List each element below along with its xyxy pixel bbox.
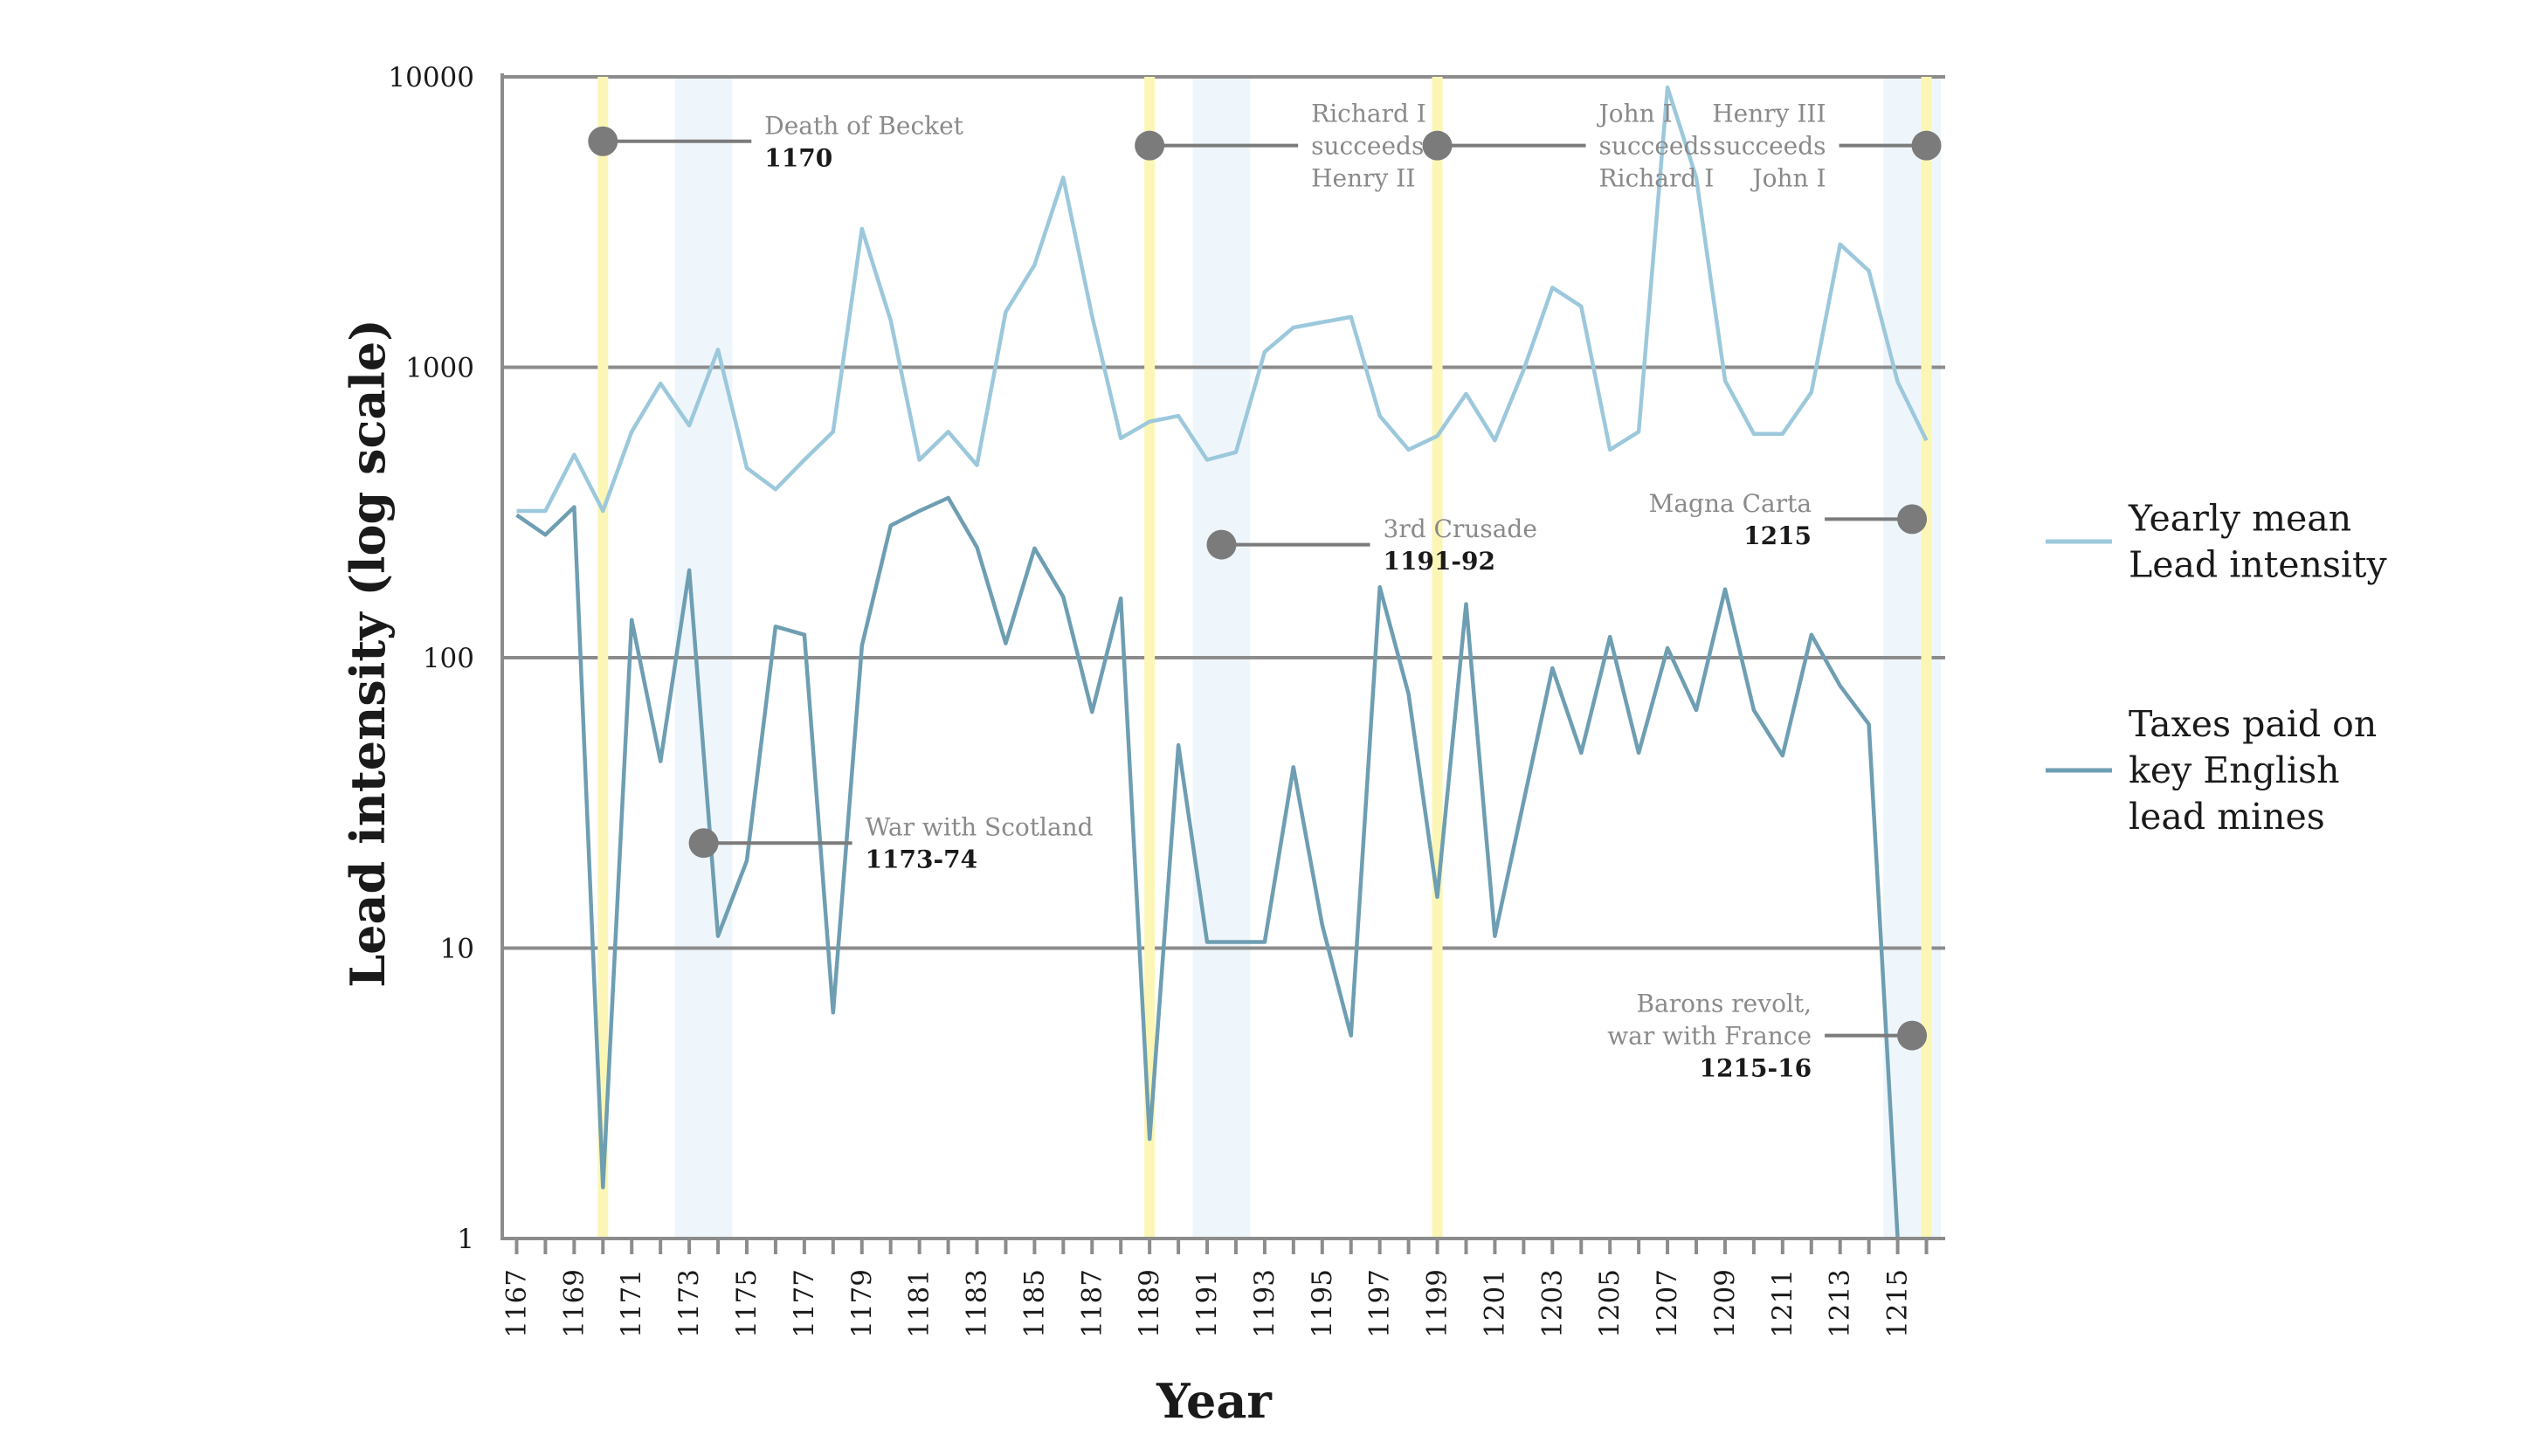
annotation-date: 1215-16: [1700, 1054, 1812, 1083]
x-tick-label: 1209: [1709, 1269, 1741, 1338]
annotation-text: 3rd Crusade: [1384, 514, 1537, 543]
annotation-date: 1215: [1743, 521, 1812, 550]
annotation-marker: [588, 126, 618, 156]
x-tick-label: 1189: [1134, 1269, 1165, 1338]
y-tick-label: 1000: [405, 353, 474, 384]
y-tick-label: 100: [423, 643, 474, 674]
annotation-text: John I: [1597, 100, 1673, 128]
x-tick-label: 1207: [1652, 1269, 1683, 1338]
annotation-text: Magna Carta: [1649, 489, 1812, 518]
legend-label: lead mines: [2129, 796, 2325, 838]
series-line: [515, 495, 1900, 1239]
x-tick-label: 1169: [558, 1269, 590, 1338]
y-axis-title: Lead intensity (log scale): [340, 319, 396, 988]
annotation-text: Richard I: [1311, 100, 1426, 128]
annotation-marker: [1897, 504, 1928, 535]
x-tick-label: 1205: [1594, 1269, 1626, 1338]
annotation-marker: [1206, 529, 1237, 560]
annotation-marker: [688, 828, 719, 859]
x-tick-label: 1171: [616, 1269, 647, 1338]
axes: 1 10 100 1000 10000 1167 1169 1171 1173 1175 1177 1…: [388, 62, 1945, 1338]
x-tick-label: 1201: [1479, 1269, 1510, 1338]
event-lines: [597, 77, 1932, 1239]
x-tick-label: 1195: [1307, 1269, 1338, 1338]
annotation-text: War with Scotland: [866, 813, 1094, 842]
annotation-marker: [1897, 1020, 1928, 1051]
x-axis-title: Year: [1156, 1373, 1272, 1429]
annotation-text: Barons revolt,: [1636, 990, 1812, 1018]
annotation-date: 1191-92: [1384, 547, 1496, 576]
legend-label: Lead intensity: [2129, 544, 2388, 586]
y-tick-label: 10: [440, 934, 474, 965]
annotation-text: Richard I: [1599, 164, 1715, 193]
x-tick-label: 1199: [1422, 1269, 1453, 1338]
x-tick-label: 1181: [904, 1269, 935, 1338]
annotation-marker: [1422, 130, 1453, 161]
x-tick-label: 1179: [846, 1269, 878, 1338]
x-tick-label: 1167: [500, 1269, 532, 1338]
series-line: [516, 85, 1929, 514]
x-tick-label: 1177: [789, 1269, 820, 1338]
legend-label: Taxes paid on: [2129, 703, 2377, 745]
data-series: [515, 85, 1929, 1239]
annotation-text: war with France: [1607, 1022, 1812, 1051]
x-tick-label: 1213: [1825, 1269, 1856, 1338]
annotation-date: 1170: [764, 143, 832, 172]
x-tick-label: 1173: [673, 1269, 705, 1338]
annotation-date: 1173-74: [866, 845, 978, 874]
legend-label: key English: [2129, 749, 2340, 791]
annotation-marker: [1911, 130, 1942, 161]
x-tick-label: 1211: [1767, 1269, 1798, 1338]
annotation-text: succeeds: [1599, 132, 1712, 161]
x-tick-label: 1185: [1018, 1269, 1050, 1338]
annotation-text: Henry III: [1712, 100, 1826, 128]
y-tick-label: 10000: [388, 62, 474, 93]
x-tick-label: 1193: [1249, 1269, 1280, 1338]
x-tick-label: 1183: [962, 1269, 993, 1338]
annotation-marker: [1135, 130, 1165, 161]
x-tick-label: 1191: [1191, 1269, 1223, 1338]
annotation-text: Death of Becket: [764, 111, 963, 140]
annotation-text: Henry II: [1311, 164, 1415, 193]
annotation-text: succeeds: [1311, 132, 1424, 161]
x-tick-label: 1215: [1882, 1269, 1914, 1338]
y-tick-label: 1: [457, 1224, 474, 1255]
annotation-text: John I: [1750, 164, 1826, 193]
annotations: Death of Becket 1170 War with Scotland 1173…: [588, 100, 1942, 1083]
x-tick-label: 1197: [1364, 1269, 1396, 1338]
x-tick-label: 1175: [731, 1269, 763, 1338]
legend-label: Yearly mean: [2128, 498, 2351, 540]
x-tick-label: 1203: [1536, 1269, 1568, 1338]
annotation-text: succeeds: [1713, 132, 1826, 161]
x-tick-label: 1187: [1076, 1269, 1108, 1338]
